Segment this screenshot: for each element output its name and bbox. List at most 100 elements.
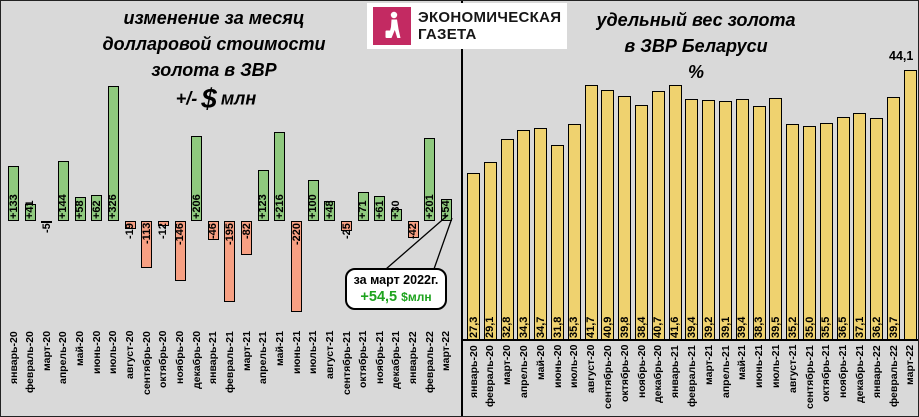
- right-month-label: сентябрь-20: [601, 345, 614, 409]
- right-month-label: декабрь-20: [652, 345, 665, 404]
- annotation-value: +54,5: [360, 289, 398, 305]
- right-bar-value-label: 40,9: [601, 316, 614, 338]
- annotation-value-line: +54,5 $млн: [347, 288, 445, 306]
- left-month-label: январь-20: [7, 331, 20, 384]
- right-chart-bar: [483, 162, 497, 340]
- left-chart-bar: [341, 221, 352, 231]
- left-bar-value-label: -25: [340, 223, 353, 239]
- right-month-label: август-20: [585, 345, 598, 394]
- left-month-label: февраль-21: [223, 331, 236, 393]
- right-chart-bar: [887, 97, 900, 340]
- right-chart-bar: [618, 96, 632, 340]
- right-chart-max-value-label: 44,1: [889, 49, 914, 63]
- right-chart-bar: [651, 91, 665, 340]
- right-bar-value-label: 32,8: [501, 316, 514, 338]
- left-chart-bar: [57, 161, 69, 221]
- left-chart-bar: [74, 197, 86, 221]
- left-month-label: декабрь-20: [190, 331, 203, 390]
- left-chart-bar: [207, 221, 219, 240]
- left-chart-bar: [324, 201, 336, 221]
- right-month-label: октябрь-20: [618, 345, 631, 403]
- right-chart-bar: [601, 90, 615, 340]
- left-title-line2: долларовой стоимости: [102, 34, 326, 54]
- right-month-label: июнь-20: [551, 345, 564, 389]
- right-chart-bar: [584, 85, 598, 340]
- right-bar-value-label: 37,1: [853, 316, 866, 338]
- right-chart-bar: [635, 105, 648, 340]
- right-bar-value-label: 39,8: [618, 316, 631, 338]
- newspaper-logo-icon: [373, 7, 411, 45]
- right-chart-bar: [836, 117, 850, 340]
- left-bar-value-label: +58: [74, 200, 87, 219]
- right-bar-value-label: 39,1: [719, 316, 732, 338]
- right-bar-value-label: 36,5: [837, 316, 850, 338]
- left-month-label: июнь-21: [290, 331, 303, 375]
- left-bar-value-label: +100: [307, 194, 320, 219]
- left-chart-bar: [274, 132, 286, 221]
- left-chart-bar: [257, 170, 269, 221]
- right-bar-value-label: 35,2: [786, 316, 799, 338]
- left-month-label: февраль-22: [423, 331, 436, 393]
- right-bar-value-label: 35,5: [820, 316, 833, 338]
- left-chart-bar: [157, 221, 169, 226]
- right-bar-value-label: 39,4: [736, 316, 749, 338]
- right-bar-value-label: 34,7: [534, 316, 547, 338]
- right-chart-bar: [752, 106, 766, 340]
- right-bar-value-label: 34,3: [517, 316, 530, 338]
- right-bar-value-label: 31,8: [551, 316, 564, 338]
- left-chart-title: изменение за месяц долларовой стоимости …: [19, 5, 409, 83]
- right-chart-bar: [702, 100, 716, 340]
- left-bar-value-label: -220: [290, 223, 303, 246]
- right-chart-bar: [500, 139, 514, 340]
- right-month-label: февраль-20: [484, 345, 497, 407]
- right-chart-bar: [870, 118, 884, 340]
- unit-prefix: +/-: [175, 88, 198, 109]
- right-chart-bar: [534, 128, 548, 340]
- left-chart-bar: [307, 180, 319, 221]
- right-month-label: апрель-20: [517, 345, 530, 398]
- left-bar-value-label: -195: [223, 223, 236, 246]
- left-chart-bar: [91, 195, 103, 221]
- left-month-label: март-22: [440, 331, 453, 372]
- right-chart-bar: [668, 85, 682, 340]
- left-chart-bar: [141, 221, 153, 268]
- right-bar-value-label: 35,3: [568, 316, 581, 338]
- left-title-line3: золота в ЗВР: [151, 60, 277, 80]
- left-title-line1: изменение за месяц: [123, 8, 305, 28]
- left-month-label: январь-21: [207, 331, 220, 384]
- right-chart-bar: [803, 126, 816, 340]
- left-bar-value-label: +326: [107, 194, 120, 219]
- right-month-label: март-21: [702, 345, 715, 386]
- left-month-label: апрель-21: [257, 331, 270, 384]
- left-chart-bar: [191, 136, 203, 221]
- right-month-label: октябрь-21: [820, 345, 833, 403]
- right-bar-value-label: 35,0: [803, 316, 816, 338]
- left-chart-bar: [374, 196, 386, 221]
- left-month-label: август-21: [323, 331, 336, 380]
- publisher-logo: ЭКОНОМИЧЕСКАЯ ГАЗЕТА: [367, 3, 567, 49]
- right-month-label: март-20: [501, 345, 514, 386]
- left-chart-bar: [41, 221, 53, 223]
- right-month-label: июнь-21: [753, 345, 766, 389]
- right-chart-bar: [786, 124, 800, 340]
- left-bar-value-label: -42: [407, 223, 420, 239]
- right-bar-value-label: 39,4: [685, 316, 698, 338]
- left-bar-value-label: +61: [373, 200, 386, 219]
- publisher-name-line2: ГАЗЕТА: [418, 26, 477, 43]
- right-chart-bar: [567, 124, 581, 340]
- left-chart-bar: [124, 221, 136, 229]
- right-title-line1: удельный вес золота: [596, 10, 796, 30]
- left-month-label: май-21: [273, 331, 286, 367]
- right-title-line2: в ЗВР Беларуси: [624, 36, 768, 56]
- left-bar-value-label: +133: [7, 194, 20, 219]
- right-bar-value-label: 39,2: [702, 316, 715, 338]
- right-chart-bar: [819, 123, 833, 340]
- right-month-label: ноябрь-21: [837, 345, 850, 399]
- dollar-sign: $: [201, 83, 217, 114]
- right-bar-value-label: 41,7: [585, 316, 598, 338]
- left-bar-value-label: +123: [257, 194, 270, 219]
- left-chart-bar: [357, 192, 369, 221]
- right-month-label: декабрь-21: [853, 345, 866, 404]
- left-bar-value-label: -113: [140, 223, 153, 245]
